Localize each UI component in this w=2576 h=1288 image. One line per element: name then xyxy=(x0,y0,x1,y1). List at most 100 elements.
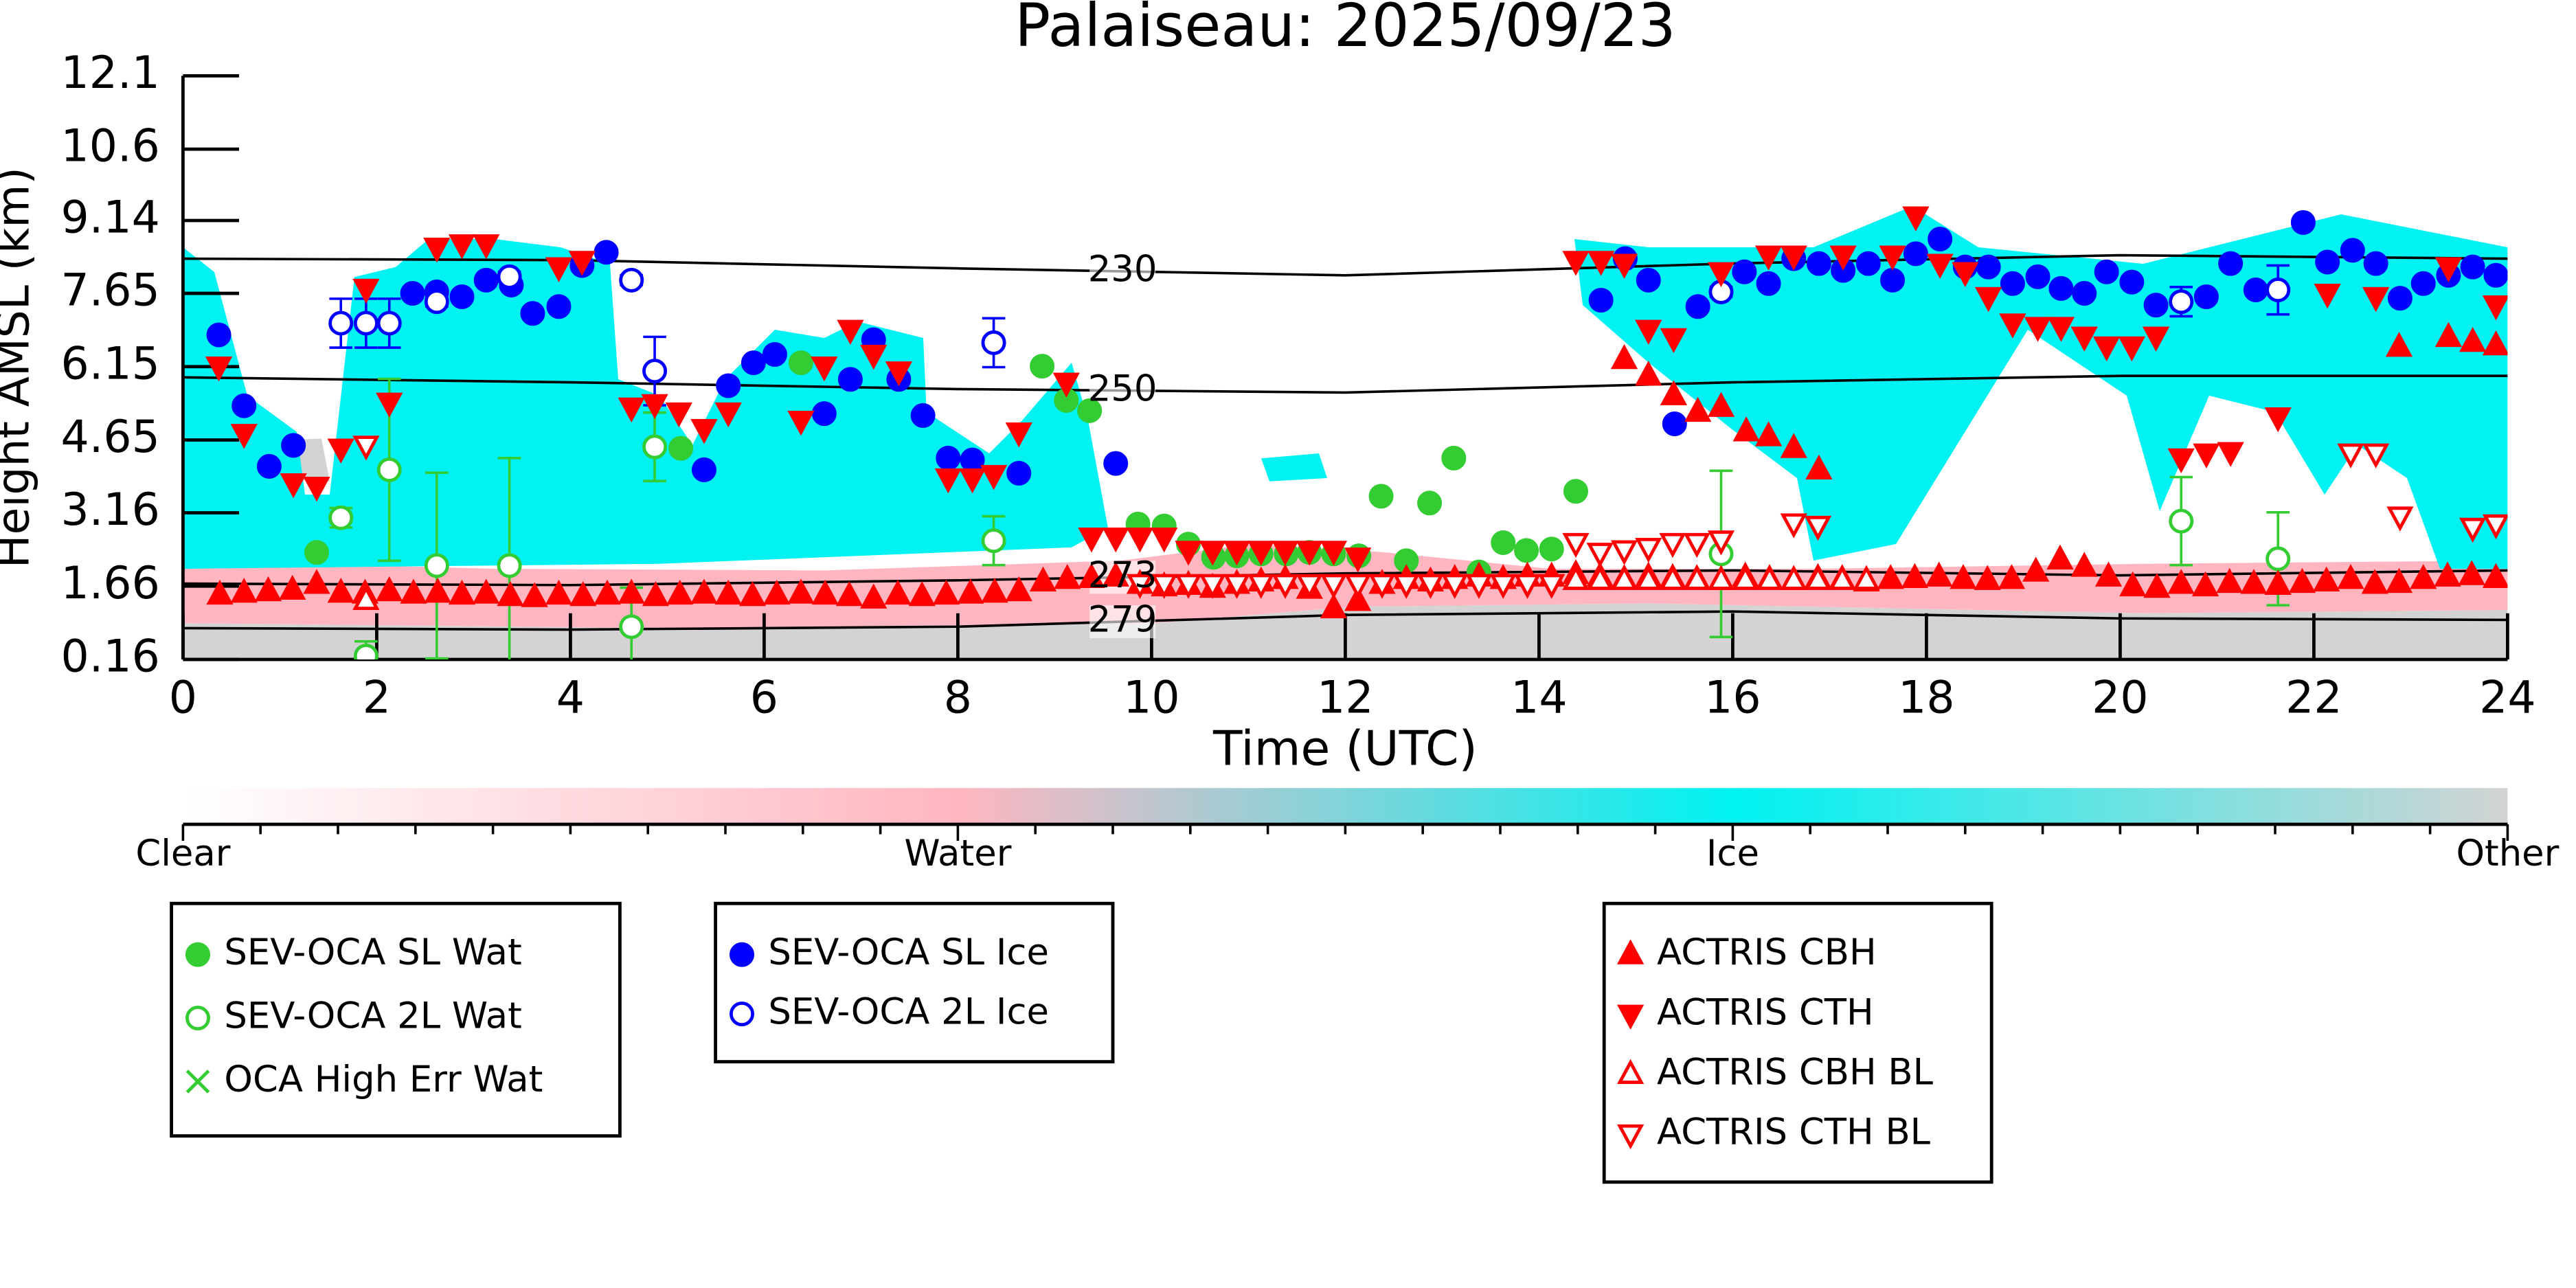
marker xyxy=(1683,565,1710,590)
marker xyxy=(424,578,451,603)
marker xyxy=(1562,565,1590,590)
marker xyxy=(424,289,449,315)
marker xyxy=(1902,206,1930,231)
y-axis-label: Height AMSL (km) xyxy=(0,167,40,568)
marker xyxy=(400,578,427,604)
marker xyxy=(884,579,912,605)
marker xyxy=(2361,569,2388,594)
marker xyxy=(2288,567,2316,594)
marker xyxy=(1659,532,1686,558)
marker xyxy=(1928,227,1953,252)
legend-label: OCA High Err Wat xyxy=(224,1059,543,1100)
marker xyxy=(1616,1004,1645,1030)
marker xyxy=(1974,565,2001,590)
marker xyxy=(2093,336,2121,362)
marker xyxy=(1199,541,1226,566)
marker xyxy=(958,468,986,494)
x-tick-label: 6 xyxy=(750,673,778,724)
marker xyxy=(256,453,282,479)
marker xyxy=(1707,530,1735,556)
marker xyxy=(619,614,644,640)
marker xyxy=(546,294,572,319)
chart-title: Palaiseau: 2025/09/23 xyxy=(1015,0,1675,60)
marker xyxy=(352,278,380,304)
marker xyxy=(1805,454,1833,480)
marker xyxy=(2459,517,2487,543)
x-tick-label: 12 xyxy=(1317,673,1373,724)
legend-box xyxy=(1602,901,1993,1184)
marker xyxy=(1344,547,1372,573)
marker xyxy=(885,361,913,387)
marker xyxy=(2313,566,2340,591)
marker xyxy=(2340,238,2365,263)
marker xyxy=(327,438,354,464)
marker xyxy=(2022,556,2050,582)
x-tick-label: 24 xyxy=(2479,673,2535,724)
marker xyxy=(1344,586,1372,611)
marker xyxy=(2000,271,2025,296)
legend-label: ACTRIS CTH BL xyxy=(1657,1111,1931,1153)
marker xyxy=(2434,321,2463,348)
marker xyxy=(1877,564,1904,589)
marker xyxy=(2119,269,2145,295)
x-tick-label: 10 xyxy=(1123,673,1179,724)
marker xyxy=(981,578,1008,603)
marker xyxy=(230,424,258,449)
y-tick-label: 4.65 xyxy=(61,411,160,463)
contour-label-bg xyxy=(1089,374,1156,407)
marker xyxy=(2482,330,2508,356)
marker xyxy=(690,578,718,604)
marker xyxy=(1344,574,1372,599)
marker xyxy=(1635,565,1662,590)
colorbar-label: Ice xyxy=(1706,833,1759,874)
marker xyxy=(1539,536,1564,562)
marker xyxy=(1078,528,1105,553)
marker xyxy=(2094,259,2119,284)
marker xyxy=(1562,251,1590,276)
marker xyxy=(763,579,791,605)
marker xyxy=(1054,564,1081,589)
marker xyxy=(1616,1059,1645,1084)
marker xyxy=(1903,241,1928,267)
marker xyxy=(668,436,694,461)
marker xyxy=(665,402,692,428)
marker xyxy=(1685,294,1710,319)
marker xyxy=(1392,574,1420,599)
marker xyxy=(1659,565,1686,590)
marker xyxy=(714,579,742,605)
marker xyxy=(1029,566,1057,591)
y-tick-label: 12.1 xyxy=(61,47,160,99)
x-tick-label: 8 xyxy=(944,673,972,724)
marker xyxy=(980,464,1008,490)
marker xyxy=(1296,541,1323,566)
marker xyxy=(2264,569,2292,595)
marker xyxy=(1780,565,1807,590)
marker xyxy=(2216,567,2244,594)
marker xyxy=(254,576,282,602)
marker xyxy=(2337,443,2364,468)
marker xyxy=(594,579,621,605)
marker xyxy=(2266,546,2291,572)
marker xyxy=(811,401,837,427)
marker xyxy=(185,1006,210,1030)
marker xyxy=(1199,574,1226,599)
y-tick-label: 9.14 xyxy=(61,192,160,244)
marker xyxy=(2024,317,2052,342)
marker xyxy=(957,578,984,604)
marker xyxy=(1491,530,1516,555)
marker xyxy=(1660,380,1688,405)
marker xyxy=(618,397,645,423)
marker xyxy=(690,419,718,444)
marker xyxy=(1829,565,1856,590)
marker xyxy=(497,264,522,289)
marker xyxy=(811,356,838,382)
marker xyxy=(545,579,573,605)
marker xyxy=(2169,289,2194,315)
colorbar xyxy=(183,788,2508,824)
marker xyxy=(2070,326,2098,352)
marker xyxy=(2025,264,2050,289)
y-tick-label: 10.6 xyxy=(61,121,160,172)
marker xyxy=(788,350,813,376)
marker xyxy=(497,553,522,578)
marker xyxy=(1102,528,1129,553)
